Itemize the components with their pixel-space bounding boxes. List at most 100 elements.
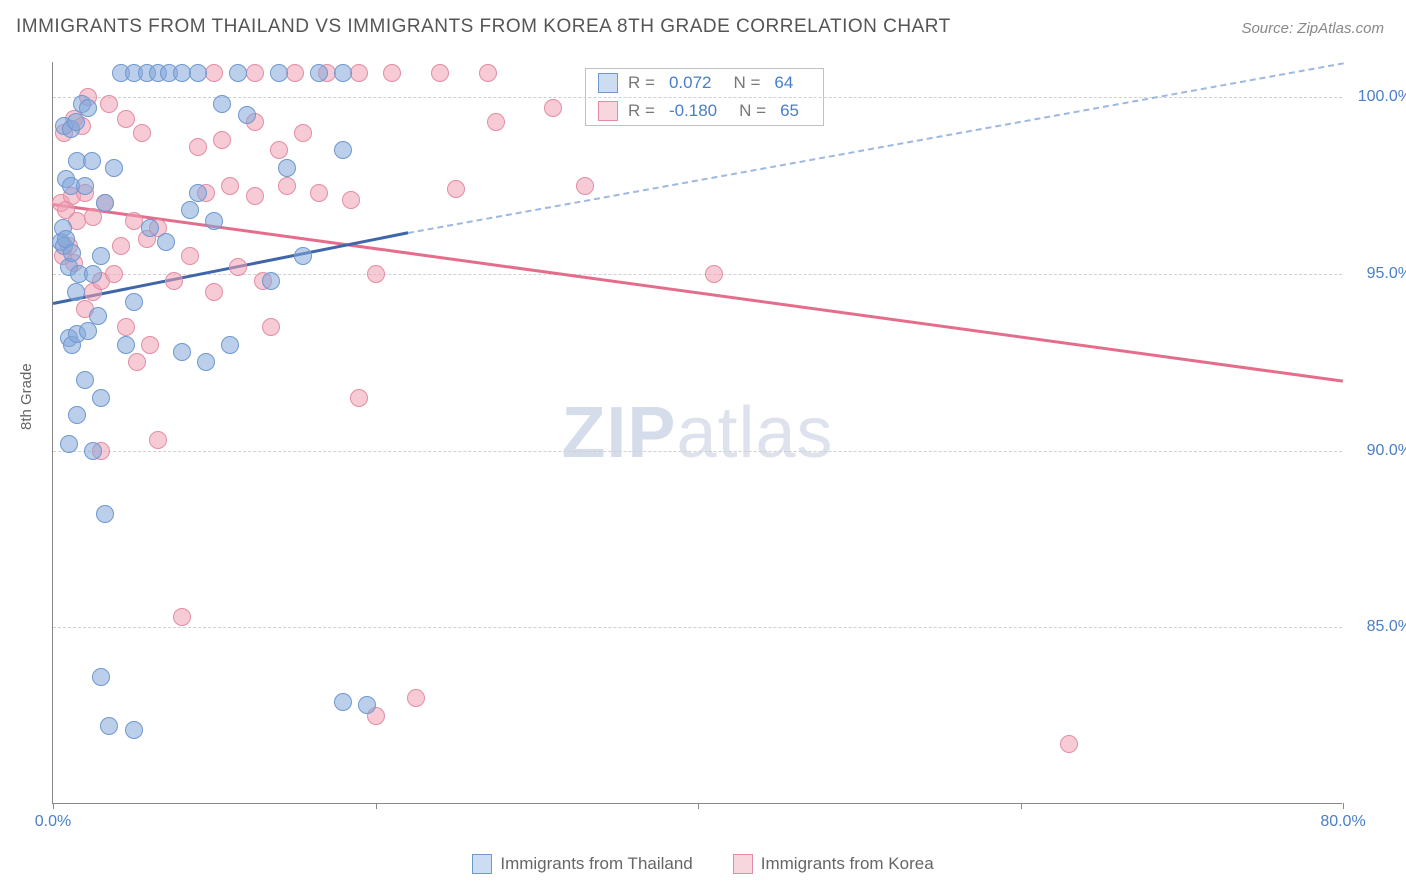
thailand-point bbox=[310, 64, 328, 82]
korea-swatch-icon bbox=[733, 854, 753, 874]
legend-item-korea: Immigrants from Korea bbox=[733, 854, 934, 874]
thailand-point bbox=[197, 353, 215, 371]
thailand-point bbox=[83, 152, 101, 170]
thailand-swatch-icon bbox=[598, 73, 618, 93]
x-tick-mark bbox=[698, 803, 699, 809]
thailand-point bbox=[125, 293, 143, 311]
r-label: R = bbox=[628, 101, 655, 121]
thailand-point bbox=[84, 442, 102, 460]
korea-point bbox=[141, 336, 159, 354]
thailand-point bbox=[181, 201, 199, 219]
plot-area: ZIPatlas R = 0.072 N = 64 R = -0.180 N =… bbox=[52, 62, 1342, 804]
thailand-point bbox=[68, 406, 86, 424]
thailand-n-value: 64 bbox=[774, 73, 793, 93]
legend: Immigrants from Thailand Immigrants from… bbox=[0, 854, 1406, 874]
gridline bbox=[53, 274, 1342, 275]
korea-point bbox=[229, 258, 247, 276]
thailand-point bbox=[270, 64, 288, 82]
korea-point bbox=[205, 283, 223, 301]
watermark-atlas: atlas bbox=[676, 393, 833, 473]
thailand-point bbox=[79, 99, 97, 117]
korea-point bbox=[221, 177, 239, 195]
thailand-point bbox=[60, 435, 78, 453]
korea-point bbox=[487, 113, 505, 131]
thailand-point bbox=[92, 668, 110, 686]
korea-point bbox=[100, 95, 118, 113]
korea-point bbox=[112, 237, 130, 255]
korea-point bbox=[117, 110, 135, 128]
thailand-point bbox=[334, 693, 352, 711]
korea-point bbox=[1060, 735, 1078, 753]
trend-line bbox=[408, 62, 1344, 234]
gridline bbox=[53, 451, 1342, 452]
korea-point bbox=[278, 177, 296, 195]
n-label: N = bbox=[733, 73, 760, 93]
korea-point bbox=[367, 265, 385, 283]
thailand-point bbox=[334, 64, 352, 82]
korea-point bbox=[286, 64, 304, 82]
thailand-r-value: 0.072 bbox=[669, 73, 712, 93]
thailand-point bbox=[294, 247, 312, 265]
thailand-point bbox=[67, 283, 85, 301]
thailand-point bbox=[141, 219, 159, 237]
korea-point bbox=[270, 141, 288, 159]
korea-point bbox=[350, 389, 368, 407]
korea-point bbox=[431, 64, 449, 82]
thailand-point bbox=[63, 244, 81, 262]
korea-point bbox=[105, 265, 123, 283]
korea-r-value: -0.180 bbox=[669, 101, 717, 121]
thailand-point bbox=[96, 194, 114, 212]
thailand-point bbox=[238, 106, 256, 124]
korea-point bbox=[544, 99, 562, 117]
thailand-point bbox=[84, 265, 102, 283]
thailand-point bbox=[278, 159, 296, 177]
chart-container: IMMIGRANTS FROM THAILAND VS IMMIGRANTS F… bbox=[0, 0, 1406, 892]
thailand-point bbox=[92, 389, 110, 407]
legend-label-thailand: Immigrants from Thailand bbox=[500, 854, 692, 874]
y-axis-label: 8th Grade bbox=[18, 363, 35, 430]
thailand-point bbox=[100, 717, 118, 735]
korea-point bbox=[262, 318, 280, 336]
korea-point bbox=[447, 180, 465, 198]
watermark-zip: ZIP bbox=[561, 393, 676, 473]
gridline bbox=[53, 627, 1342, 628]
korea-point bbox=[246, 64, 264, 82]
korea-point bbox=[310, 184, 328, 202]
stats-row-thailand: R = 0.072 N = 64 bbox=[586, 69, 823, 97]
korea-point bbox=[149, 431, 167, 449]
korea-point bbox=[181, 247, 199, 265]
x-tick-label: 80.0% bbox=[1320, 813, 1365, 831]
x-tick-mark bbox=[376, 803, 377, 809]
korea-swatch-icon bbox=[598, 101, 618, 121]
thailand-point bbox=[92, 247, 110, 265]
korea-point bbox=[165, 272, 183, 290]
r-label: R = bbox=[628, 73, 655, 93]
watermark: ZIPatlas bbox=[561, 392, 833, 474]
korea-point bbox=[128, 353, 146, 371]
korea-point bbox=[117, 318, 135, 336]
korea-point bbox=[173, 608, 191, 626]
thailand-point bbox=[221, 336, 239, 354]
thailand-point bbox=[89, 307, 107, 325]
korea-point bbox=[133, 124, 151, 142]
thailand-point bbox=[213, 95, 231, 113]
thailand-point bbox=[173, 343, 191, 361]
thailand-point bbox=[105, 159, 123, 177]
x-tick-mark bbox=[53, 803, 54, 809]
thailand-point bbox=[96, 505, 114, 523]
korea-point bbox=[205, 64, 223, 82]
y-tick-label: 85.0% bbox=[1352, 618, 1406, 636]
x-tick-mark bbox=[1021, 803, 1022, 809]
legend-item-thailand: Immigrants from Thailand bbox=[472, 854, 692, 874]
y-tick-label: 100.0% bbox=[1352, 88, 1406, 106]
thailand-point bbox=[157, 233, 175, 251]
korea-n-value: 65 bbox=[780, 101, 799, 121]
korea-point bbox=[576, 177, 594, 195]
korea-point bbox=[246, 187, 264, 205]
thailand-point bbox=[125, 721, 143, 739]
thailand-swatch-icon bbox=[472, 854, 492, 874]
trend-line bbox=[53, 203, 1343, 382]
thailand-point bbox=[189, 184, 207, 202]
chart-title: IMMIGRANTS FROM THAILAND VS IMMIGRANTS F… bbox=[16, 16, 951, 38]
thailand-point bbox=[76, 177, 94, 195]
